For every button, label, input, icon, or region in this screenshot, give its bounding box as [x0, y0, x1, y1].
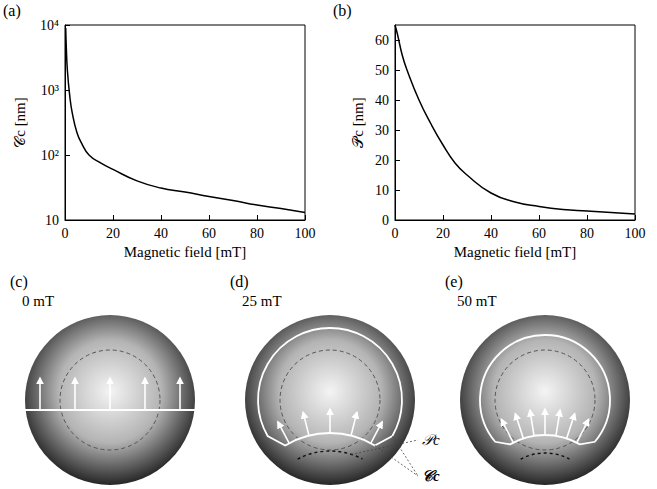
svg-text:(b): (b)	[333, 2, 352, 20]
svg-text:10: 10	[375, 183, 389, 198]
svg-text:80: 80	[250, 226, 264, 241]
svg-text:(a): (a)	[3, 2, 21, 20]
svg-text:25 mT: 25 mT	[242, 293, 282, 309]
svg-text:𝒫c [nm]: 𝒫c [nm]	[350, 97, 366, 148]
svg-text:𝒞c: 𝒞c	[422, 468, 440, 484]
svg-text:0: 0	[62, 226, 69, 241]
svg-text:30: 30	[375, 123, 389, 138]
svg-text:(d): (d)	[230, 273, 249, 291]
svg-text:𝒫c: 𝒫c	[422, 432, 440, 448]
svg-text:0: 0	[392, 226, 399, 241]
svg-text:20: 20	[436, 226, 450, 241]
svg-text:10⁴: 10⁴	[40, 18, 59, 33]
svg-text:40: 40	[484, 226, 498, 241]
svg-text:(e): (e)	[445, 273, 463, 291]
svg-text:Magnetic field [mT]: Magnetic field [mT]	[124, 244, 246, 260]
svg-text:𝒞c [nm]: 𝒞c [nm]	[12, 97, 28, 148]
svg-text:40: 40	[154, 226, 168, 241]
svg-text:0 mT: 0 mT	[22, 293, 54, 309]
svg-text:60: 60	[202, 226, 216, 241]
svg-text:10³: 10³	[41, 83, 59, 98]
svg-text:60: 60	[532, 226, 546, 241]
svg-text:100: 100	[295, 226, 316, 241]
svg-text:Magnetic field [mT]: Magnetic field [mT]	[454, 244, 576, 260]
svg-text:40: 40	[375, 93, 389, 108]
svg-text:50: 50	[375, 63, 389, 78]
svg-text:80: 80	[580, 226, 594, 241]
svg-text:60: 60	[375, 33, 389, 48]
svg-text:100: 100	[625, 226, 646, 241]
svg-text:20: 20	[375, 153, 389, 168]
svg-text:10²: 10²	[41, 148, 59, 163]
svg-text:10: 10	[45, 213, 59, 228]
svg-text:50 mT: 50 mT	[457, 293, 497, 309]
svg-text:0: 0	[382, 213, 389, 228]
svg-text:20: 20	[106, 226, 120, 241]
svg-text:(c): (c)	[10, 273, 28, 291]
